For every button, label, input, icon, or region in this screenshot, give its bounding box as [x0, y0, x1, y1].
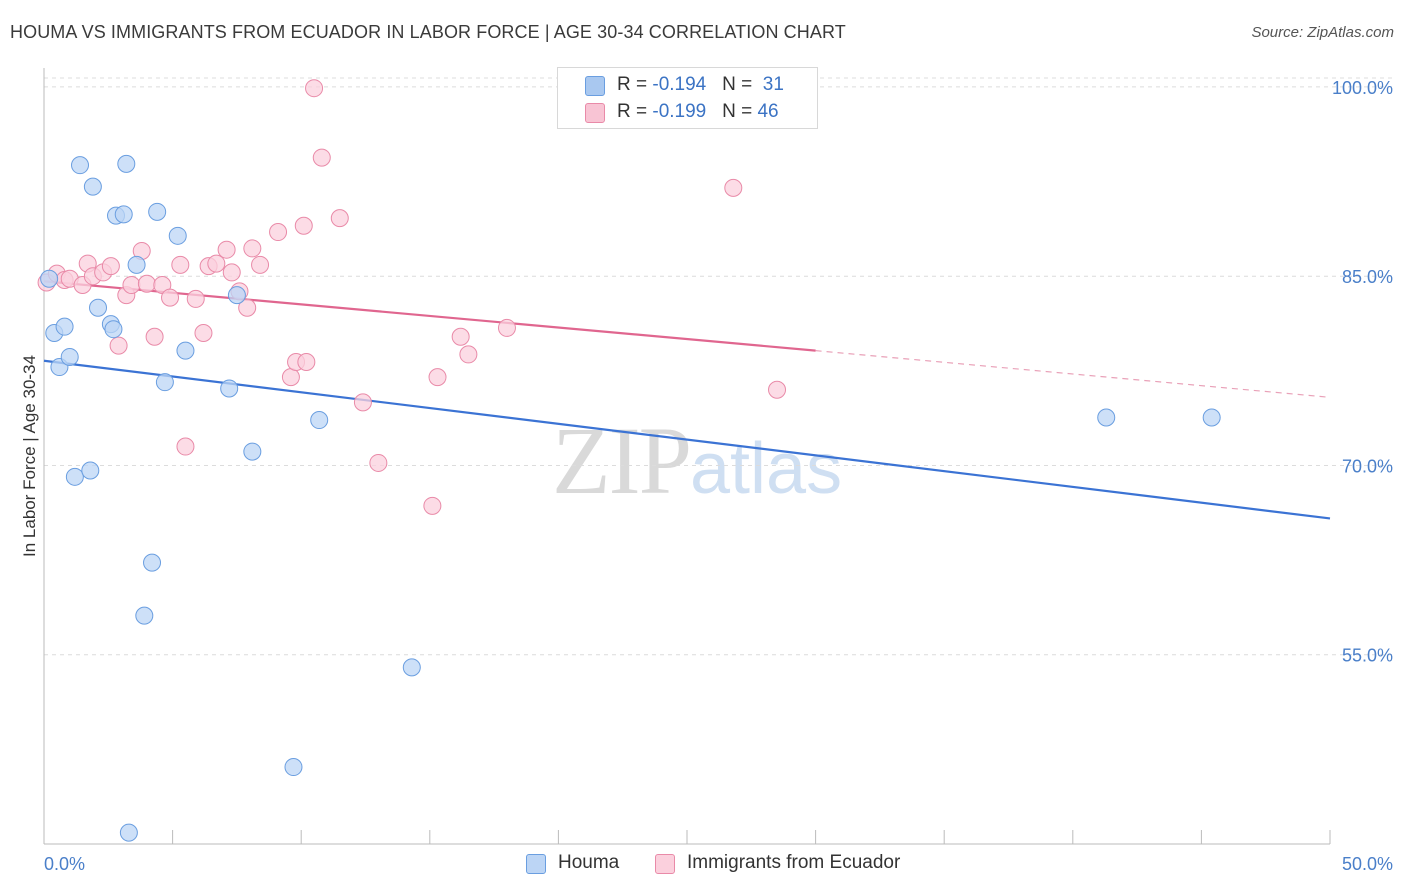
source-label: Source: ZipAtlas.com — [1251, 24, 1394, 41]
data-point-ecuador — [297, 352, 316, 371]
data-point-ecuador — [281, 368, 300, 387]
data-point-ecuador — [238, 298, 257, 317]
chart-title: HOUMA VS IMMIGRANTS FROM ECUADOR IN LABO… — [10, 22, 846, 42]
data-point-houma — [402, 658, 421, 677]
data-point-houma — [176, 341, 195, 360]
data-point-houma — [243, 442, 262, 461]
data-point-houma — [40, 269, 59, 288]
tick-labels: 55.0% 70.0% 85.0% 100.0% 0.0% 50.0% In Labor F… — [20, 78, 1393, 874]
y-axis-label: In Labor Force | Age 30-34 — [20, 355, 39, 557]
legend-n-label: N = — [722, 101, 758, 122]
data-point-houma — [127, 255, 146, 274]
data-point-houma — [83, 177, 102, 196]
legend-r-label: R = — [617, 74, 653, 95]
bottom-legend-label-ecuador: Immigrants from Ecuador — [687, 852, 901, 873]
data-point-ecuador — [269, 223, 288, 242]
data-point-houma — [148, 202, 167, 221]
trend-lines — [43, 280, 1331, 520]
data-point-ecuador — [109, 336, 128, 355]
correlation-legend: R = -0.194 N = 31 R = -0.199 N = 46 — [557, 67, 818, 129]
data-point-houma — [114, 205, 133, 224]
data-point-ecuador — [312, 148, 331, 167]
x-tick-label-max: 50.0% — [1342, 854, 1393, 874]
data-point-ecuador — [222, 263, 241, 282]
x-tick-label-min: 0.0% — [44, 854, 85, 874]
data-point-ecuador — [451, 327, 470, 346]
data-point-houma — [119, 823, 138, 842]
data-point-houma — [89, 298, 108, 317]
legend-n-label: N = — [722, 74, 758, 95]
legend-r-value: -0.194 — [652, 74, 707, 95]
data-point-ecuador — [428, 368, 447, 387]
data-point-houma — [65, 467, 84, 486]
data-point-ecuador — [207, 254, 226, 273]
data-point-ecuador — [369, 453, 388, 472]
data-point-ecuador — [768, 380, 787, 399]
data-point-houma — [284, 758, 303, 777]
data-point-ecuador — [243, 239, 262, 258]
y-tick-label: 100.0% — [1332, 78, 1393, 98]
legend-text-houma: R = -0.194 N = 31 — [617, 74, 784, 96]
data-point-ecuador — [186, 289, 205, 308]
data-point-ecuador — [330, 209, 349, 228]
data-point-ecuador — [137, 274, 156, 293]
data-point-houma — [117, 154, 136, 173]
y-tick-label: 85.0% — [1342, 267, 1393, 287]
data-point-houma — [81, 461, 100, 480]
data-point-ecuador — [423, 496, 442, 515]
data-point-ecuador — [497, 318, 516, 337]
legend-n-value: 46 — [757, 101, 779, 122]
data-point-ecuador — [161, 288, 180, 307]
data-point-houma — [143, 553, 162, 572]
data-point-ecuador — [101, 257, 120, 276]
data-point-ecuador — [194, 323, 213, 342]
data-point-houma — [60, 347, 79, 366]
data-point-ecuador — [294, 216, 313, 235]
bottom-legend-label-houma: Houma — [558, 852, 620, 873]
bottom-legend-swatch-ecuador — [655, 854, 675, 874]
data-point-ecuador — [171, 255, 190, 274]
legend-swatch-houma — [585, 76, 605, 96]
data-point-houma — [1097, 408, 1116, 427]
data-point-ecuador — [724, 178, 743, 197]
data-point-houma — [168, 226, 187, 245]
grid-lines — [44, 77, 1392, 656]
data-point-ecuador — [145, 327, 164, 346]
y-tick-label: 55.0% — [1342, 646, 1393, 666]
data-points — [37, 79, 1221, 842]
data-point-ecuador — [459, 345, 478, 364]
axes — [43, 68, 1331, 845]
data-point-houma — [71, 156, 90, 175]
data-point-ecuador — [176, 437, 195, 456]
trend-line-ecuador-extension — [815, 350, 1331, 398]
legend-r-label: R = — [617, 101, 653, 122]
data-point-ecuador — [251, 255, 270, 274]
data-point-houma — [310, 411, 329, 430]
trend-line-houma — [43, 359, 1331, 520]
legend-n-value: 31 — [762, 74, 784, 95]
data-point-ecuador — [305, 79, 324, 98]
y-tick-label: 70.0% — [1342, 456, 1393, 476]
data-point-houma — [1202, 408, 1221, 427]
data-point-houma — [135, 606, 154, 625]
bottom-legend-swatch-houma — [526, 854, 546, 874]
data-point-houma — [104, 320, 123, 339]
data-point-ecuador — [122, 276, 141, 295]
data-point-houma — [55, 317, 74, 336]
legend-swatch-ecuador — [585, 103, 605, 123]
data-point-houma — [220, 379, 239, 398]
legend-r-value: -0.199 — [652, 101, 707, 122]
data-point-houma — [155, 373, 174, 392]
legend-text-ecuador: R = -0.199 N = 46 — [617, 101, 779, 123]
data-point-ecuador — [217, 240, 236, 259]
data-point-houma — [227, 286, 246, 305]
data-point-ecuador — [353, 393, 372, 412]
